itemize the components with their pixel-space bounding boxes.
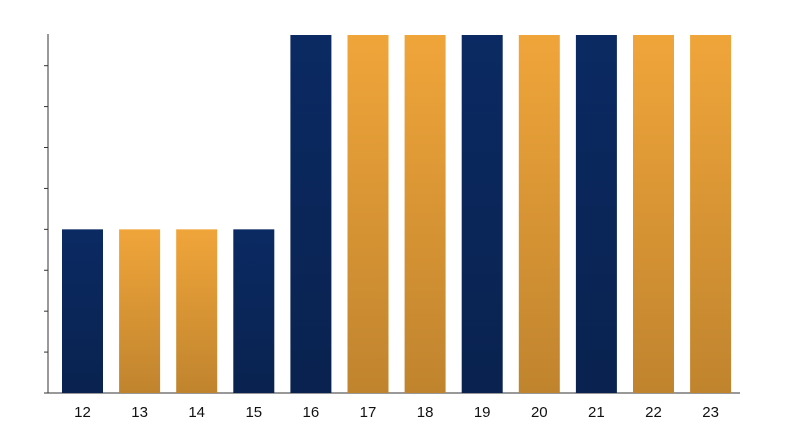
x-tick-label: 16	[303, 404, 320, 421]
x-tick-label: 13	[131, 404, 148, 421]
x-tick-label: 21	[588, 404, 605, 421]
bar	[233, 229, 275, 393]
bar	[119, 229, 161, 393]
x-tick-label: 20	[531, 404, 548, 421]
bar	[347, 35, 389, 393]
bar	[176, 229, 218, 393]
x-tick-label: 12	[74, 404, 91, 421]
bar	[461, 35, 503, 393]
bar	[290, 35, 332, 393]
x-tick-label: 23	[702, 404, 719, 421]
bar	[404, 35, 446, 393]
x-tick-label: 14	[188, 404, 205, 421]
bar	[633, 35, 674, 393]
x-tick-label: 15	[245, 404, 262, 421]
x-tick-label: 22	[645, 404, 662, 421]
bar	[518, 35, 560, 393]
x-tick-label: 17	[360, 404, 377, 421]
bar	[690, 35, 732, 393]
bar	[575, 35, 617, 393]
x-tick-label: 18	[417, 404, 434, 421]
x-tick-label: 19	[474, 404, 491, 421]
bar	[62, 229, 103, 393]
